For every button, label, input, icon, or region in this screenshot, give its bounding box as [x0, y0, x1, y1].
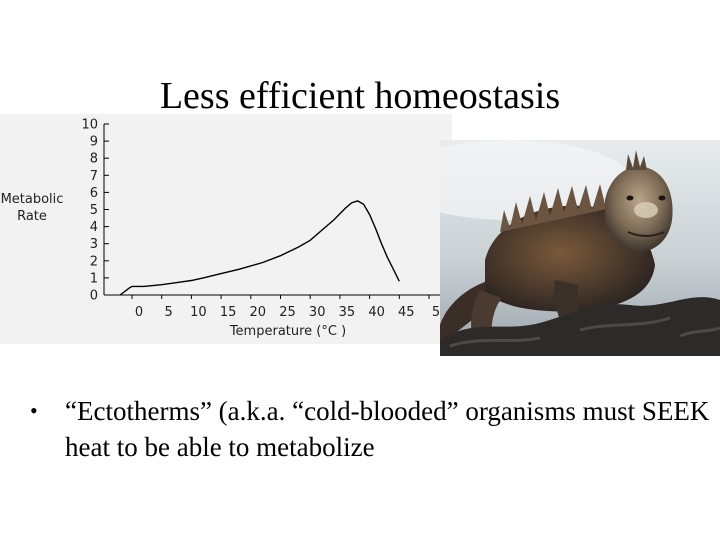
slide-title: Less efficient homeostasis — [159, 75, 561, 117]
x-tick-label: 30 — [309, 305, 326, 320]
y-tick-label: 6 — [90, 186, 98, 201]
x-tick-label: 25 — [279, 305, 296, 320]
y-tick-label: 1 — [90, 271, 98, 286]
x-tick-label: 5 — [165, 305, 173, 320]
bullet-marker: • — [30, 398, 38, 423]
x-tick-label: 10 — [190, 305, 207, 320]
chart-background — [0, 114, 452, 344]
x-tick-label: 5 — [432, 305, 440, 320]
y-tick-label: 8 — [90, 152, 98, 167]
x-tick-label: 20 — [250, 305, 267, 320]
y-tick-label: 2 — [90, 254, 98, 269]
iguana-crest — [626, 150, 647, 170]
y-tick-label: 0 — [90, 289, 98, 304]
iguana-spines — [500, 176, 630, 232]
photo-rock-highlights — [449, 316, 720, 348]
y-axis-label-line2: Rate — [17, 209, 47, 224]
iguana-snout — [634, 202, 658, 218]
x-axis-label: Temperature (°C ) — [229, 324, 346, 339]
x-tick-label: 0 — [135, 305, 143, 320]
bullet-item: • “Ectotherms” (a.k.a. “cold-blooded” or… — [30, 393, 710, 465]
x-tick-label: 45 — [398, 305, 415, 320]
y-tick-label: 4 — [90, 220, 98, 235]
x-tick-label: 15 — [220, 305, 237, 320]
iguana-photo — [440, 140, 720, 356]
y-tick-label: 7 — [90, 169, 98, 184]
y-axis-label-line1: Metabolic — [1, 192, 64, 207]
iguana-eye-right — [658, 195, 666, 201]
y-tick-label: 9 — [90, 135, 98, 150]
y-tick-label: 3 — [90, 237, 98, 252]
iguana-eye-left — [626, 195, 634, 201]
y-tick-label: 5 — [90, 203, 98, 218]
x-tick-label: 40 — [368, 305, 385, 320]
metabolic-rate-chart: Metabolic Rate 0 1 2 3 4 5 6 7 8 9 10 0 5 10 15 20 25 30… — [0, 114, 452, 344]
x-tick-label: 35 — [339, 305, 356, 320]
iguana-mouth — [627, 231, 665, 237]
iguana-illustration — [440, 140, 720, 356]
y-tick-label: 10 — [81, 118, 98, 133]
bullet-text: “Ectotherms” (a.k.a. “cold-blooded” orga… — [65, 396, 710, 462]
metabolic-rate-line — [119, 200, 400, 296]
